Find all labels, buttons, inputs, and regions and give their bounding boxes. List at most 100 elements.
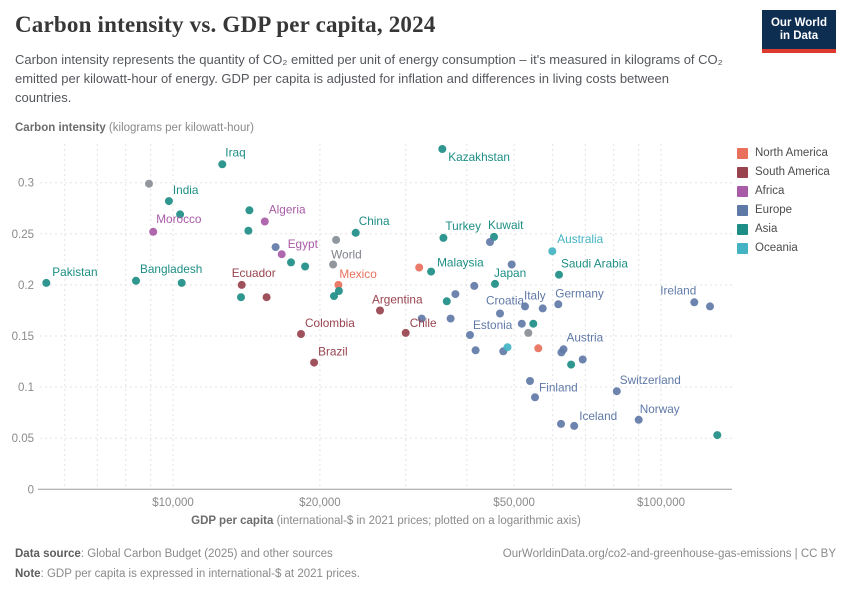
data-point[interactable]	[471, 346, 480, 355]
data-point[interactable]	[470, 281, 479, 290]
data-point-finland[interactable]	[531, 393, 539, 402]
legend-swatch-asia	[737, 223, 748, 235]
data-point-croatia[interactable]	[496, 309, 504, 318]
point-label-germany: Germany	[555, 286, 604, 300]
legend-swatch-south_america	[737, 166, 748, 178]
footer-data-source: Data source: Global Carbon Budget (2025)…	[15, 548, 333, 560]
data-point-australia[interactable]	[548, 247, 557, 256]
data-point-world[interactable]	[329, 260, 338, 269]
point-label-ireland: Ireland	[660, 283, 696, 297]
data-point[interactable]	[529, 319, 538, 328]
data-point-bangladesh[interactable]	[132, 276, 140, 285]
data-point[interactable]	[538, 304, 547, 313]
data-point[interactable]	[442, 297, 451, 306]
data-point[interactable]	[244, 226, 253, 235]
data-point[interactable]	[417, 314, 426, 323]
data-point[interactable]	[271, 243, 280, 252]
chart-subtitle: Carbon intensity represents the quantity…	[15, 52, 723, 105]
point-label-china: China	[359, 214, 390, 228]
data-point[interactable]	[245, 206, 254, 215]
data-point-morocco[interactable]	[149, 227, 158, 236]
data-point-chile[interactable]	[401, 328, 410, 337]
data-point[interactable]	[446, 314, 455, 323]
data-point[interactable]	[503, 343, 512, 352]
data-point[interactable]	[706, 302, 714, 311]
data-point[interactable]	[557, 348, 566, 357]
data-point-italy[interactable]	[521, 302, 529, 311]
footer-citation-link[interactable]: OurWorldinData.org/co2-and-greenhouse-ga…	[502, 548, 836, 560]
data-point-india[interactable]	[164, 197, 173, 206]
data-point-pakistan[interactable]	[42, 278, 51, 287]
data-point-algeria[interactable]	[260, 217, 269, 226]
data-point[interactable]	[526, 377, 534, 385]
x-tick-label: $20,000	[299, 497, 341, 509]
legend-item-europe[interactable]: Europe	[737, 204, 830, 216]
point-label-argentina: Argentina	[372, 293, 423, 307]
data-point-colombia[interactable]	[297, 330, 305, 338]
data-point[interactable]	[262, 293, 271, 302]
data-point-japan[interactable]	[491, 279, 499, 288]
data-point-argentina[interactable]	[376, 306, 384, 315]
data-point[interactable]	[301, 262, 310, 271]
data-point-malaysia[interactable]	[427, 267, 436, 276]
data-point[interactable]	[517, 319, 526, 328]
data-point-iraq[interactable]	[218, 160, 227, 169]
data-point-estonia[interactable]	[466, 331, 474, 339]
data-point[interactable]	[332, 235, 341, 244]
data-point[interactable]	[713, 431, 722, 440]
data-point-mexico[interactable]	[334, 280, 343, 289]
data-point[interactable]	[334, 287, 343, 295]
legend-item-asia[interactable]: Asia	[737, 223, 830, 235]
data-point[interactable]	[451, 290, 460, 299]
owid-logo-line1: Our World	[770, 17, 827, 29]
point-label-kuwait: Kuwait	[488, 218, 524, 232]
footer-note-label: Note	[15, 568, 41, 580]
data-point[interactable]	[287, 258, 295, 267]
data-point-turkey[interactable]	[439, 233, 448, 242]
data-point[interactable]	[176, 210, 185, 219]
data-point-iceland[interactable]	[570, 421, 579, 430]
point-label-colombia: Colombia	[305, 316, 355, 330]
legend-item-oceania[interactable]: Oceania	[737, 242, 830, 254]
x-axis-title-bold: GDP per capita	[191, 515, 274, 527]
data-point-ireland[interactable]	[690, 298, 699, 307]
point-label-japan: Japan	[494, 266, 526, 280]
data-point[interactable]	[534, 344, 543, 353]
data-point[interactable]	[237, 293, 245, 302]
data-point-norway[interactable]	[634, 415, 643, 424]
legend-item-north_america[interactable]: North America	[737, 147, 830, 159]
data-point-china[interactable]	[351, 228, 360, 237]
data-point-ecuador[interactable]	[237, 280, 246, 289]
data-point[interactable]	[415, 263, 424, 272]
data-point-germany[interactable]	[554, 300, 563, 309]
legend-label: Oceania	[755, 242, 798, 254]
owid-logo[interactable]: Our World in Data	[761, 10, 836, 53]
data-point[interactable]	[330, 292, 338, 301]
data-point[interactable]	[524, 328, 533, 337]
footer-data-source-label: Data source	[15, 548, 81, 560]
data-point-brazil[interactable]	[310, 358, 319, 367]
legend-label: Asia	[755, 223, 778, 235]
data-point[interactable]	[177, 278, 186, 287]
footer-note: Note: GDP per capita is expressed in int…	[15, 568, 360, 580]
data-point[interactable]	[567, 360, 576, 369]
data-point[interactable]	[507, 260, 516, 269]
data-point-saudi-arabia[interactable]	[555, 270, 563, 279]
data-point[interactable]	[578, 355, 587, 364]
data-point-switzerland[interactable]	[612, 387, 621, 396]
data-point[interactable]	[145, 179, 153, 188]
point-label-india: India	[173, 183, 199, 197]
point-label-croatia: Croatia	[486, 294, 524, 308]
legend-item-africa[interactable]: Africa	[737, 185, 830, 197]
data-point[interactable]	[557, 419, 565, 428]
point-label-chile: Chile	[410, 316, 437, 330]
data-point[interactable]	[486, 238, 494, 246]
data-point-egypt[interactable]	[277, 250, 286, 259]
point-label-morocco: Morocco	[156, 212, 202, 226]
y-tick-label: 0.2	[18, 280, 34, 292]
y-tick-label: 0.3	[18, 178, 34, 190]
continent-legend: North America South America Africa Europe As…	[737, 147, 830, 261]
data-point-kazakhstan[interactable]	[438, 145, 447, 153]
legend-item-south_america[interactable]: South America	[737, 166, 830, 178]
footer-data-source-text: : Global Carbon Budget (2025) and other …	[80, 548, 333, 560]
